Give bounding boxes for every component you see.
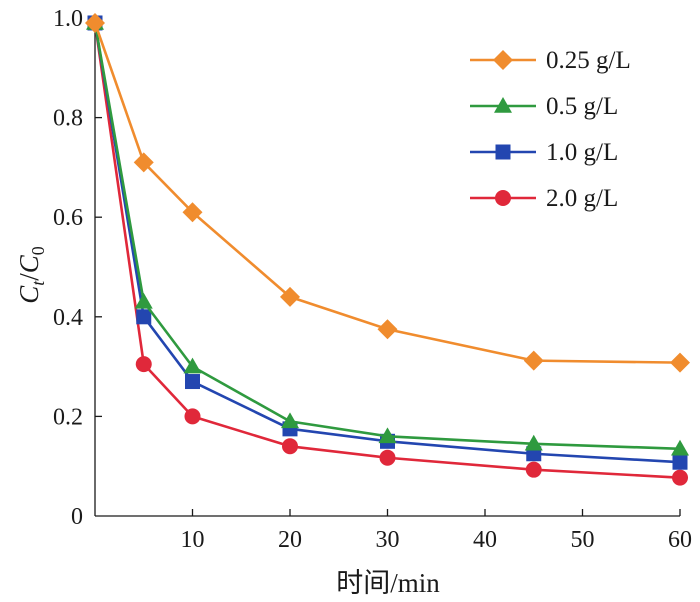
data-point [185, 374, 200, 390]
x-tick-label: 10 [181, 527, 205, 553]
y-axis-title: Ct/C0 [14, 246, 48, 304]
y-tick-label: 0.4 [53, 305, 83, 331]
data-point [672, 454, 688, 470]
data-point [136, 309, 152, 325]
series-lines [85, 12, 690, 486]
y-tick-label: 0 [71, 504, 83, 530]
data-point [133, 152, 154, 173]
x-tick-label: 30 [376, 527, 400, 553]
x-tick-label: 40 [473, 527, 497, 553]
legend: 0.25 g/L 0.5 g/L 1.0 g/L 2.0 g/L [470, 47, 631, 212]
data-point [378, 427, 397, 444]
ticks: 0 0.2 0.4 0.6 0.8 1.0 10 20 30 40 50 60 [53, 6, 692, 553]
data-point [379, 449, 396, 466]
y-tick-label: 0.8 [53, 106, 83, 132]
x-tick-label: 20 [278, 527, 302, 553]
data-point [183, 357, 202, 374]
series-line [93, 22, 681, 464]
data-point [282, 438, 298, 455]
legend-marker [495, 190, 511, 206]
data-point [525, 461, 542, 478]
series-line [93, 22, 681, 451]
y-tick-label: 0.6 [53, 205, 83, 231]
y-tick-label: 0.2 [53, 404, 83, 430]
data-point [184, 408, 201, 425]
y-tick-label: 1.0 [53, 6, 83, 32]
y-axis-title-base-2: C [14, 254, 44, 273]
data-point [182, 202, 203, 223]
series-line [93, 22, 681, 479]
data-point [377, 319, 398, 340]
data-point [134, 292, 153, 309]
y-axis-title-separator: / [14, 273, 44, 281]
data-point [85, 12, 105, 33]
data-point [670, 352, 690, 373]
x-tick-label: 50 [571, 527, 595, 553]
data-point [280, 286, 300, 307]
x-tick-label: 60 [668, 527, 692, 553]
legend-marker [493, 50, 513, 70]
data-point [281, 412, 299, 429]
data-point [672, 469, 688, 486]
legend-label: 1.0 g/L [546, 139, 618, 166]
data-point [135, 356, 152, 373]
legend-label: 2.0 g/L [546, 185, 618, 212]
legend-label: 0.25 g/L [546, 47, 631, 74]
legend-marker [495, 144, 511, 160]
y-axis-title-sub-2: 0 [28, 246, 48, 255]
legend-marker [494, 97, 512, 113]
legend-label: 0.5 g/L [546, 93, 618, 120]
y-axis-title-sub-1: t [28, 280, 48, 286]
data-point [671, 439, 689, 456]
x-axis-title: 时间/min [336, 568, 440, 598]
data-point [524, 434, 543, 451]
y-axis-title-base-1: C [14, 285, 44, 304]
data-point [523, 350, 544, 371]
